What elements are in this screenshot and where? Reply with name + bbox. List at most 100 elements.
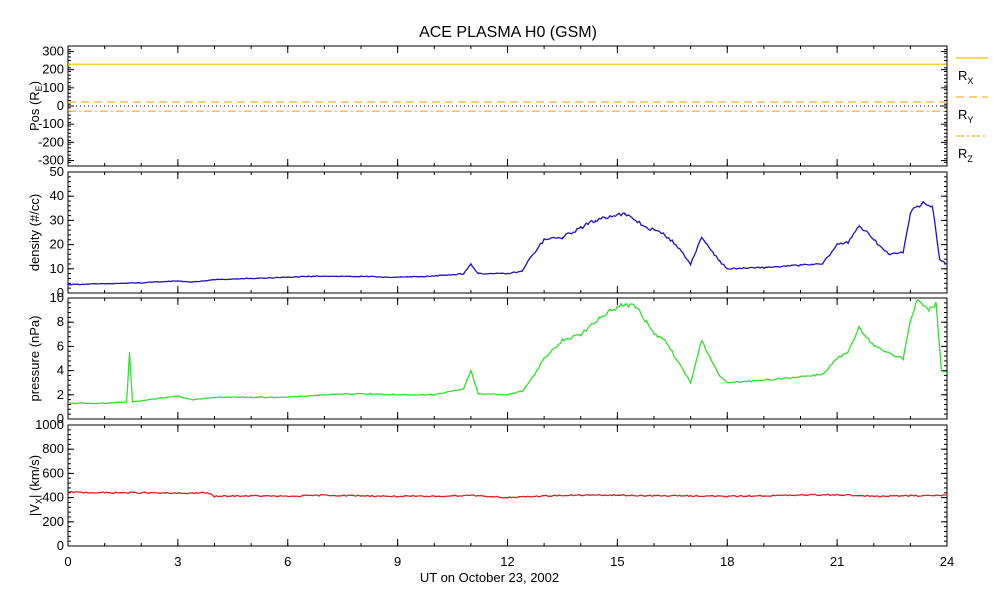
- data-point: [701, 236, 703, 238]
- legend-name: R: [958, 146, 967, 161]
- ylabel-pre: |V: [27, 504, 42, 516]
- data-point: [609, 214, 611, 217]
- data-point: [470, 370, 472, 372]
- data-point: [360, 495, 362, 497]
- data-point: [821, 263, 824, 265]
- series-group: [68, 490, 947, 499]
- data-point: [397, 495, 399, 497]
- series-group: [68, 63, 947, 112]
- legend-sub: Y: [967, 115, 973, 125]
- data-point: [140, 492, 142, 494]
- data-point: [433, 394, 435, 396]
- data-point: [719, 376, 721, 378]
- legend-sub: Z: [967, 154, 973, 164]
- data-point: [624, 213, 626, 215]
- data-point: [763, 266, 765, 269]
- y-axis-label: pressure (nPa): [27, 316, 42, 402]
- x-tick-label: 24: [940, 554, 954, 569]
- y-tick-label: 6: [57, 338, 64, 353]
- data-point: [528, 258, 531, 260]
- legend-name: R: [958, 68, 967, 83]
- data-point: [397, 394, 399, 396]
- panel-frame: [67, 424, 948, 547]
- data-point: [433, 495, 435, 497]
- data-point: [580, 227, 582, 229]
- data-point: [104, 492, 106, 494]
- data-point: [858, 224, 860, 226]
- data-point: [690, 495, 692, 497]
- y-tick-label: 600: [42, 465, 64, 480]
- y-tick-label: 20: [50, 237, 64, 252]
- data-point: [580, 494, 582, 496]
- y-tick-label: 200: [42, 62, 64, 77]
- data-point: [847, 241, 849, 243]
- data-point: [462, 273, 465, 275]
- y-tick-label: 30: [50, 212, 64, 227]
- y-tick-label: 8: [57, 314, 64, 329]
- panel-frame: [67, 171, 948, 294]
- data-point: [506, 273, 509, 275]
- x-axis-label: UT on October 23, 2002: [420, 570, 559, 585]
- data-point: [873, 345, 875, 347]
- data-point: [477, 392, 479, 395]
- data-point: [873, 495, 875, 497]
- data-point: [858, 327, 860, 329]
- y-tick-label: 2: [57, 387, 64, 402]
- data-point: [126, 401, 128, 403]
- panel-pressure: 10 8 6 4 2 0 pressure (nPa): [27, 290, 948, 426]
- data-point: [521, 270, 523, 272]
- data-point: [836, 493, 838, 496]
- data-point: [250, 396, 252, 398]
- data-point: [104, 402, 106, 404]
- ylabel-sub: E: [34, 85, 44, 91]
- x-tick-label: 0: [64, 554, 71, 569]
- legend-entry: RX: [958, 68, 973, 86]
- data-point: [104, 283, 106, 285]
- y-tick-label: 200: [42, 514, 64, 529]
- y-axis-label: density (#/cc): [27, 194, 42, 271]
- data-point: [543, 357, 545, 360]
- y-tick-label: 1000: [35, 417, 64, 432]
- data-point: [847, 351, 849, 354]
- data-point: [191, 399, 194, 401]
- data-point: [206, 492, 208, 494]
- data-point: [920, 202, 922, 205]
- data-point: [594, 321, 597, 323]
- x-tick-label: 6: [284, 554, 291, 569]
- data-point: [287, 495, 289, 497]
- data-point: [561, 236, 564, 238]
- panel-frame: [67, 297, 948, 420]
- data-point: [68, 491, 69, 493]
- data-point: [690, 382, 692, 384]
- data-point: [799, 376, 802, 378]
- series-line-density: [68, 200, 947, 286]
- ylabel-end: ): [27, 81, 42, 85]
- data-point: [521, 390, 523, 392]
- data-point: [177, 395, 179, 397]
- y-axis-label: |VX| (km/s): [27, 455, 44, 516]
- data-point: [360, 275, 362, 278]
- data-point: [191, 281, 194, 283]
- data-point: [664, 234, 666, 236]
- data-point: [131, 401, 134, 403]
- x-tick-label: 9: [394, 554, 401, 569]
- data-point: [940, 370, 943, 372]
- data-point: [635, 219, 637, 221]
- data-point: [433, 275, 435, 277]
- series-line-pressure: [68, 299, 947, 405]
- panel-density: 50 40 30 20 10 0 density (#/cc): [27, 164, 948, 300]
- y-tick-label: 0: [57, 285, 64, 300]
- data-point: [946, 263, 947, 265]
- data-point: [506, 497, 509, 499]
- data-point: [128, 351, 131, 354]
- series-group: [68, 200, 947, 286]
- data-point: [397, 276, 399, 278]
- data-point: [821, 373, 824, 375]
- data-point: [470, 263, 472, 265]
- data-point: [177, 280, 179, 282]
- legend-name: R: [958, 107, 967, 122]
- data-point: [664, 339, 666, 341]
- data-point: [675, 357, 677, 360]
- ylabel-main: Pos (R: [27, 91, 42, 131]
